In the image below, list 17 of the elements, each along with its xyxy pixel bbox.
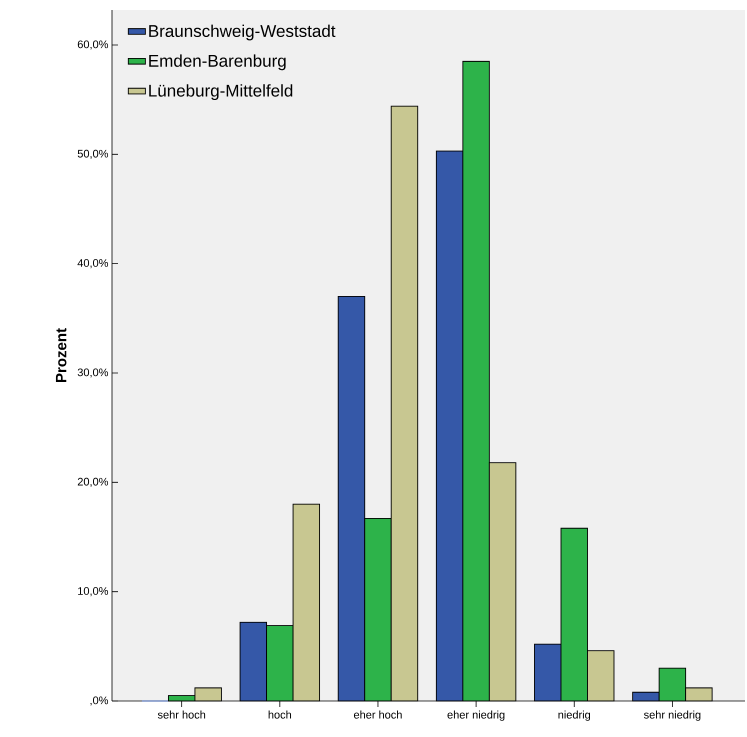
legend-label: Braunschweig-Weststadt [149, 24, 336, 40]
legend-label: Lüneburg-Mittelfeld [149, 84, 292, 100]
y-tick-label: 30,0% [78, 368, 108, 378]
x-tick-label: eher niedrig [448, 710, 504, 721]
legend-label: Emden-Barenburg [149, 54, 286, 70]
y-tick-label: 40,0% [78, 259, 108, 268]
y-tick-label: 10,0% [78, 587, 108, 596]
y-tick-label: 60,0% [78, 40, 108, 50]
y-tick-label: 20,0% [78, 478, 108, 487]
x-tick-label: niedrig [558, 710, 590, 721]
y-axis-title: Prozent [56, 328, 66, 382]
y-tick-label: 50,0% [78, 150, 108, 159]
y-tick-label: ,0% [90, 696, 108, 706]
x-tick-label: eher hoch [354, 710, 402, 719]
x-tick-label: sehr niedrig [644, 710, 700, 721]
x-tick-label: hoch [268, 710, 292, 719]
x-tick-label: sehr hoch [158, 710, 206, 719]
